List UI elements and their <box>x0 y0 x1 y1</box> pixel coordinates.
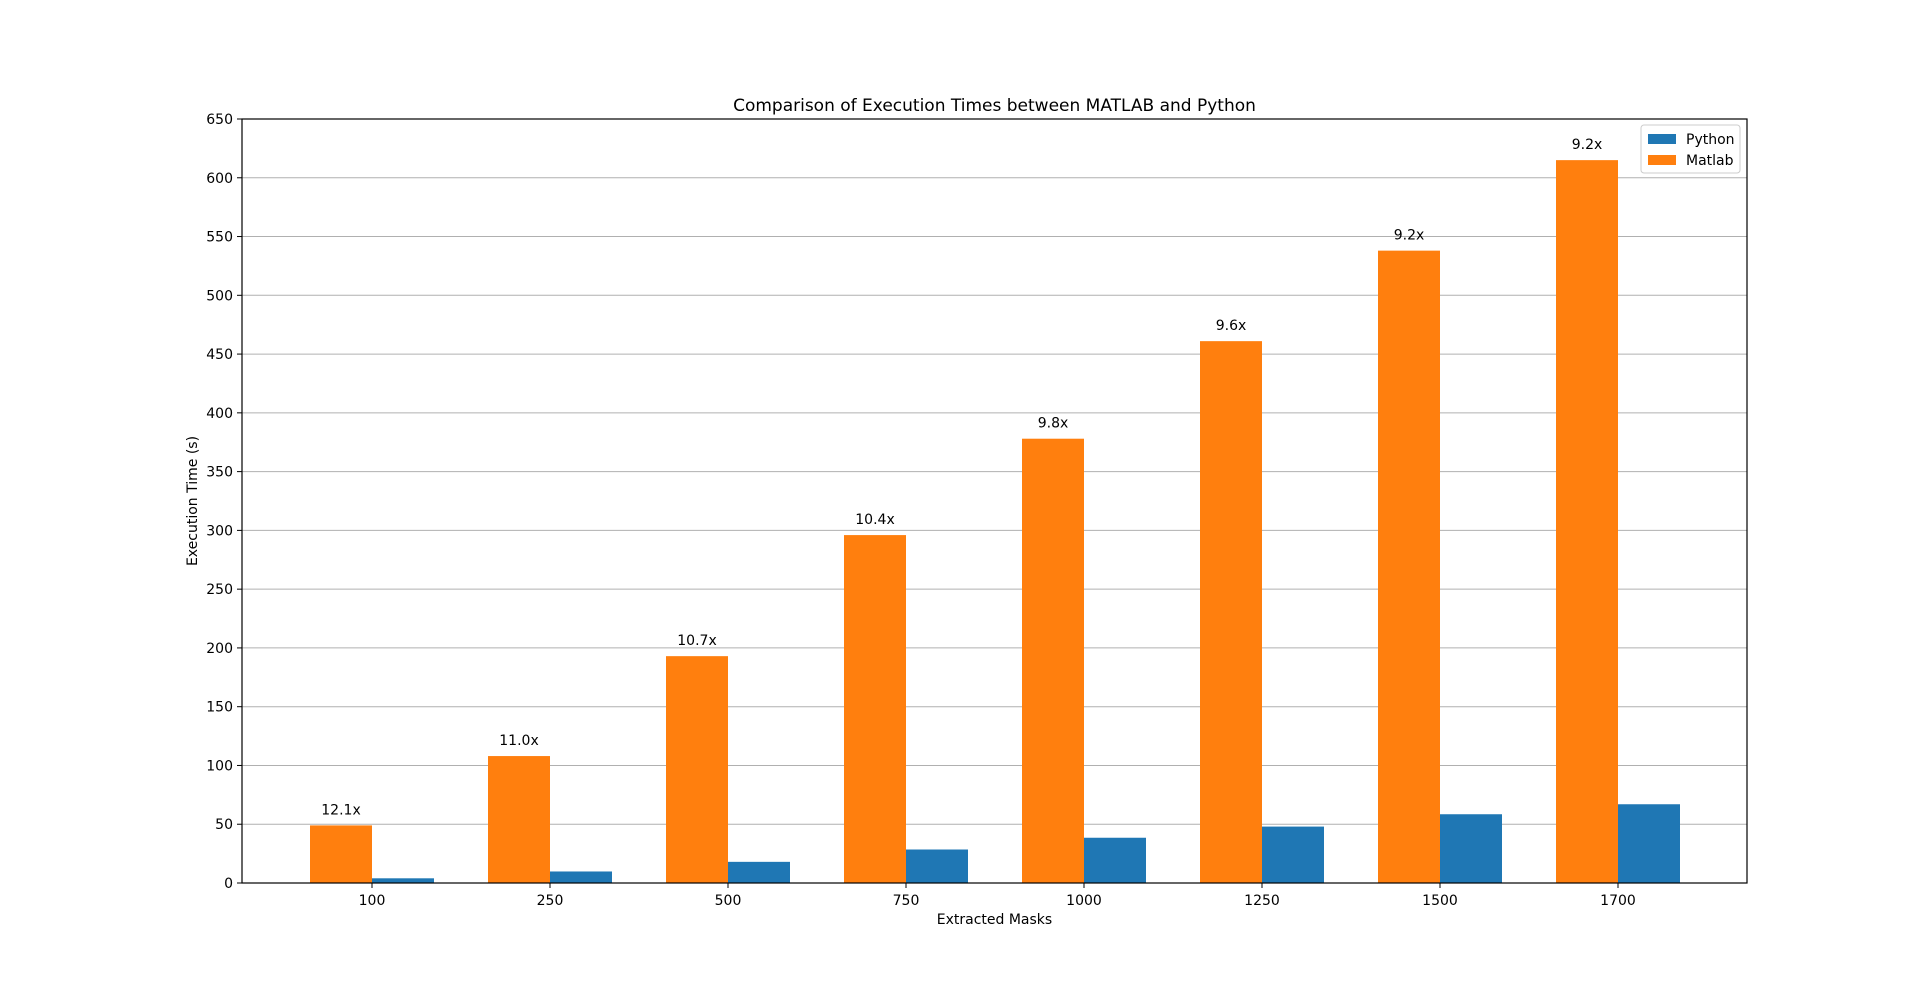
speedup-label: 9.8x <box>1038 416 1069 432</box>
x-tick-label: 100 <box>359 893 386 909</box>
x-axis-ticks: 100 250 500 750 1000 1250 1500 1700 <box>359 883 1636 909</box>
speedup-label: 9.2x <box>1394 228 1425 244</box>
speedup-label: 10.4x <box>855 512 894 528</box>
bars <box>310 160 1680 884</box>
bar-matlab-1700 <box>1556 160 1618 884</box>
bar-matlab-250 <box>488 756 550 883</box>
x-tick-label: 1250 <box>1244 893 1280 909</box>
y-tick-label: 0 <box>224 876 233 892</box>
y-tick-label: 350 <box>206 465 233 481</box>
speedup-label: 11.0x <box>499 733 538 749</box>
bar-python-1500 <box>1440 814 1502 883</box>
bar-labels: 12.1x 11.0x 10.7x 10.4x 9.8x 9.6x 9.2x 9.2x <box>321 137 1602 818</box>
y-tick-label: 50 <box>215 817 233 833</box>
bar-python-1000 <box>1084 837 1146 883</box>
bar-matlab-500 <box>666 656 728 883</box>
speedup-label: 12.1x <box>321 802 360 818</box>
y-tick-label: 100 <box>206 758 233 774</box>
bar-matlab-750 <box>844 535 906 883</box>
speedup-label: 9.6x <box>1216 318 1247 334</box>
legend-swatch-python <box>1648 134 1676 144</box>
chart-title: Comparison of Execution Times between MA… <box>733 96 1256 116</box>
y-tick-label: 250 <box>206 582 233 598</box>
y-axis-label: Execution Time (s) <box>185 436 201 566</box>
speedup-label: 10.7x <box>677 633 716 649</box>
bar-python-250 <box>550 871 612 883</box>
legend-label-python: Python <box>1686 132 1735 148</box>
y-tick-label: 200 <box>206 641 233 657</box>
speedup-label: 9.2x <box>1572 137 1603 153</box>
y-tick-label: 650 <box>206 112 233 128</box>
y-tick-label: 500 <box>206 288 233 304</box>
bar-matlab-1250 <box>1200 341 1262 883</box>
bar-python-1700 <box>1618 804 1680 883</box>
x-tick-label: 500 <box>715 893 742 909</box>
y-tick-label: 150 <box>206 700 233 716</box>
bar-matlab-1000 <box>1022 438 1084 883</box>
x-tick-label: 1500 <box>1422 893 1458 909</box>
y-tick-label: 450 <box>206 347 233 363</box>
legend-label-matlab: Matlab <box>1686 153 1734 169</box>
bar-python-750 <box>906 849 968 883</box>
x-tick-label: 1700 <box>1600 893 1636 909</box>
x-tick-label: 1000 <box>1066 893 1102 909</box>
y-axis-ticks: 0 50 100 150 200 250 300 350 400 450 500 550 600 650 <box>206 112 242 892</box>
legend-swatch-matlab <box>1648 155 1676 165</box>
bar-python-1250 <box>1262 826 1324 883</box>
bar-python-500 <box>728 861 790 883</box>
plot-frame <box>241 118 1748 884</box>
bar-python-100 <box>372 878 434 883</box>
y-tick-label: 550 <box>206 230 233 246</box>
x-tick-label: 750 <box>893 893 920 909</box>
legend: Python Matlab <box>1640 124 1741 174</box>
y-tick-label: 400 <box>206 406 233 422</box>
y-tick-label: 300 <box>206 523 233 539</box>
bar-matlab-1500 <box>1378 250 1440 884</box>
x-tick-label: 250 <box>537 893 564 909</box>
bar-matlab-100 <box>310 825 372 883</box>
y-tick-label: 600 <box>206 171 233 187</box>
x-axis-label: Extracted Masks <box>937 912 1052 928</box>
